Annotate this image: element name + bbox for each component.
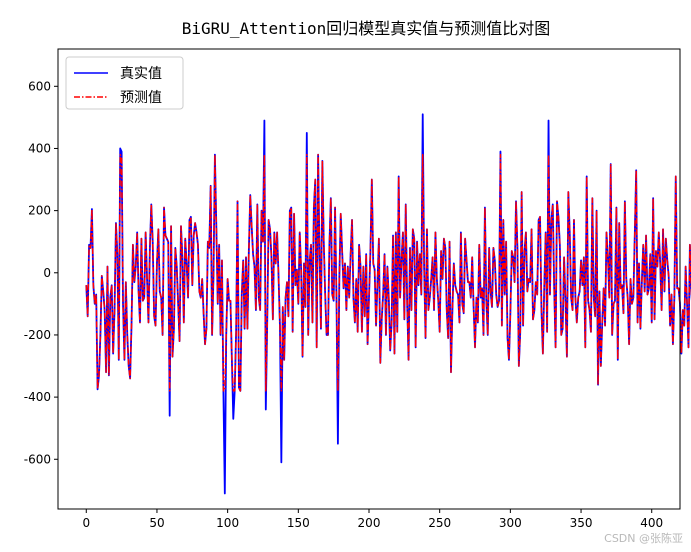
y-tick-label: -600 [24, 452, 51, 466]
x-tick-label: 300 [499, 516, 522, 530]
x-tick-label: 250 [428, 516, 451, 530]
y-tick-label: -400 [24, 390, 51, 404]
y-tick-label: 0 [43, 266, 51, 280]
x-tick-label: 200 [358, 516, 381, 530]
watermark: CSDN @张陈亚 [604, 532, 683, 545]
legend-box [65, 56, 184, 110]
legend-label-predicted: 预测值 [120, 90, 162, 106]
y-axis: -600 -400 -200 0 200 400 600 [24, 79, 58, 466]
x-tick-label: 0 [82, 516, 90, 530]
series-line-predicted [85, 153, 691, 392]
x-tick-label: 100 [216, 516, 239, 530]
y-tick-label: 200 [28, 204, 51, 218]
x-tick-label: 400 [640, 516, 663, 530]
y-tick-label: -200 [24, 328, 51, 342]
x-tick-label: 150 [287, 516, 310, 530]
series-layer [85, 113, 691, 495]
chart-title: BiGRU_Attention回归模型真实值与预测值比对图 [182, 19, 551, 38]
y-tick-label: 600 [28, 79, 51, 93]
legend-label-actual: 真实值 [120, 66, 162, 82]
x-axis: 0 50 100 150 200 250 300 350 400 [82, 509, 663, 530]
y-tick-label: 400 [28, 141, 51, 155]
x-tick-label: 50 [149, 516, 164, 530]
x-tick-label: 350 [570, 516, 593, 530]
